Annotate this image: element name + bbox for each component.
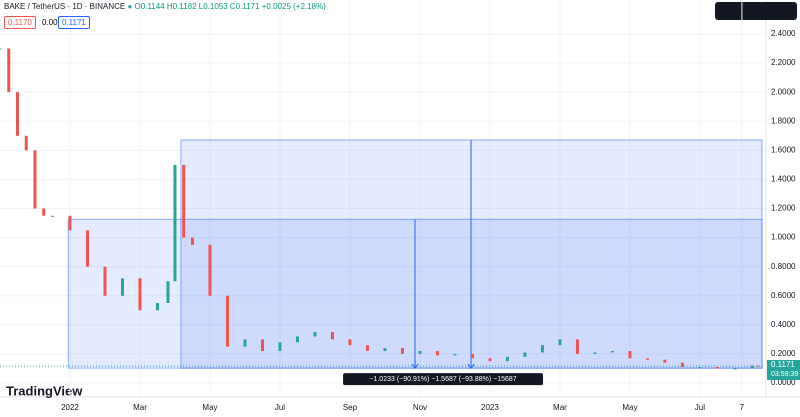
- candle: [400, 348, 404, 354]
- candle: [715, 367, 719, 369]
- x-tick-label: Jul: [275, 403, 285, 412]
- x-tick-label: Nov: [413, 403, 427, 412]
- candle: [418, 351, 422, 354]
- measure-label: −1.0233 (−90.91%) −1.5687 (−93.88%) −156…: [369, 376, 516, 383]
- candle: [628, 351, 632, 359]
- x-tick-label: Sep: [343, 403, 358, 412]
- x-tick-label: Mar: [553, 403, 567, 412]
- candle: [698, 367, 702, 369]
- candle: [138, 278, 142, 311]
- candle: [190, 237, 194, 245]
- y-tick-label: 1.6000: [771, 145, 796, 154]
- candle: [7, 48, 11, 93]
- candle: [750, 365, 754, 369]
- candle: [208, 244, 212, 296]
- header: BAKE / TetherUS · 1D · BINANCE ● O0.1144…: [4, 2, 326, 11]
- measure-box: [343, 373, 544, 386]
- y-tick-label: 2.0000: [771, 87, 796, 96]
- y-tick-label: 0.0000: [771, 378, 796, 387]
- candle: [173, 164, 177, 282]
- candle: [225, 295, 229, 347]
- y-tick-label: 2.2000: [771, 58, 796, 67]
- candle: [558, 339, 562, 346]
- candle: [470, 353, 474, 359]
- toolbar[interactable]: [715, 2, 797, 20]
- y-tick-label: 1.8000: [771, 116, 796, 125]
- candle: [680, 362, 684, 368]
- candle: [42, 208, 46, 216]
- last-price: 0.1171: [771, 360, 795, 369]
- candle: [85, 230, 89, 267]
- y-tick-label: 2.4000: [771, 29, 796, 38]
- logo: TradingView: [6, 383, 83, 398]
- y-tick-label: 0.6000: [771, 291, 796, 300]
- candle: [24, 135, 28, 151]
- candle: [166, 281, 170, 304]
- candle: [645, 358, 649, 360]
- y-tick-label: 0.8000: [771, 262, 796, 271]
- currency[interactable]: USDT: [775, 5, 797, 14]
- y-tick-label: 1.2000: [771, 204, 796, 213]
- candle: [505, 356, 509, 362]
- candle: [155, 303, 159, 311]
- sell-price[interactable]: 0.1170: [4, 16, 36, 29]
- x-tick-label: 7: [740, 403, 745, 412]
- candle: [103, 266, 107, 296]
- candle: [50, 215, 54, 217]
- candle: [33, 150, 37, 209]
- x-tick-label: May: [202, 403, 217, 412]
- candle: [68, 215, 72, 231]
- last-price-tag: [767, 359, 800, 380]
- candle: [756, 365, 760, 367]
- candle: [330, 332, 334, 340]
- ohlc: O0.1144 H0.1182 L0.1053 C0.1171 +0.0025 …: [134, 2, 326, 11]
- symbol[interactable]: BAKE / TetherUS · 1D · BINANCE: [4, 2, 126, 11]
- x-tick-label: Mar: [133, 403, 147, 412]
- candle: [733, 368, 737, 370]
- candle: [540, 345, 544, 353]
- candle: [348, 339, 352, 346]
- y-tick-label: 1.4000: [771, 175, 796, 184]
- candle: [365, 345, 369, 352]
- x-tick-label: May: [622, 403, 637, 412]
- candle: [0, 48, 2, 50]
- candle: [243, 339, 247, 347]
- candle: [593, 352, 597, 354]
- buy-price[interactable]: 0.1171: [58, 16, 90, 29]
- x-tick-label: 2022: [61, 403, 79, 412]
- candle: [295, 336, 299, 343]
- candle: [260, 339, 264, 352]
- x-tick-label: Jul: [695, 403, 705, 412]
- candle: [453, 353, 457, 356]
- plot: [0, 0, 765, 397]
- y-tick-label: 0.2000: [771, 349, 796, 358]
- candle: [523, 352, 527, 357]
- y-tick-label: 1.0000: [771, 233, 796, 242]
- candle: [610, 351, 614, 353]
- candle: [575, 339, 579, 354]
- candle: [15, 92, 19, 136]
- candle: [435, 351, 439, 356]
- candle: [120, 278, 124, 296]
- candle: [182, 164, 186, 238]
- candle: [278, 342, 282, 352]
- countdown: 03:59:39: [771, 371, 798, 378]
- candle: [313, 332, 317, 337]
- candle: [383, 348, 387, 352]
- x-tick-label: 2023: [481, 403, 499, 412]
- candle: [663, 359, 667, 363]
- y-tick-label: 0.4000: [771, 320, 796, 329]
- candle: [488, 358, 492, 362]
- arrow-head: [467, 363, 475, 369]
